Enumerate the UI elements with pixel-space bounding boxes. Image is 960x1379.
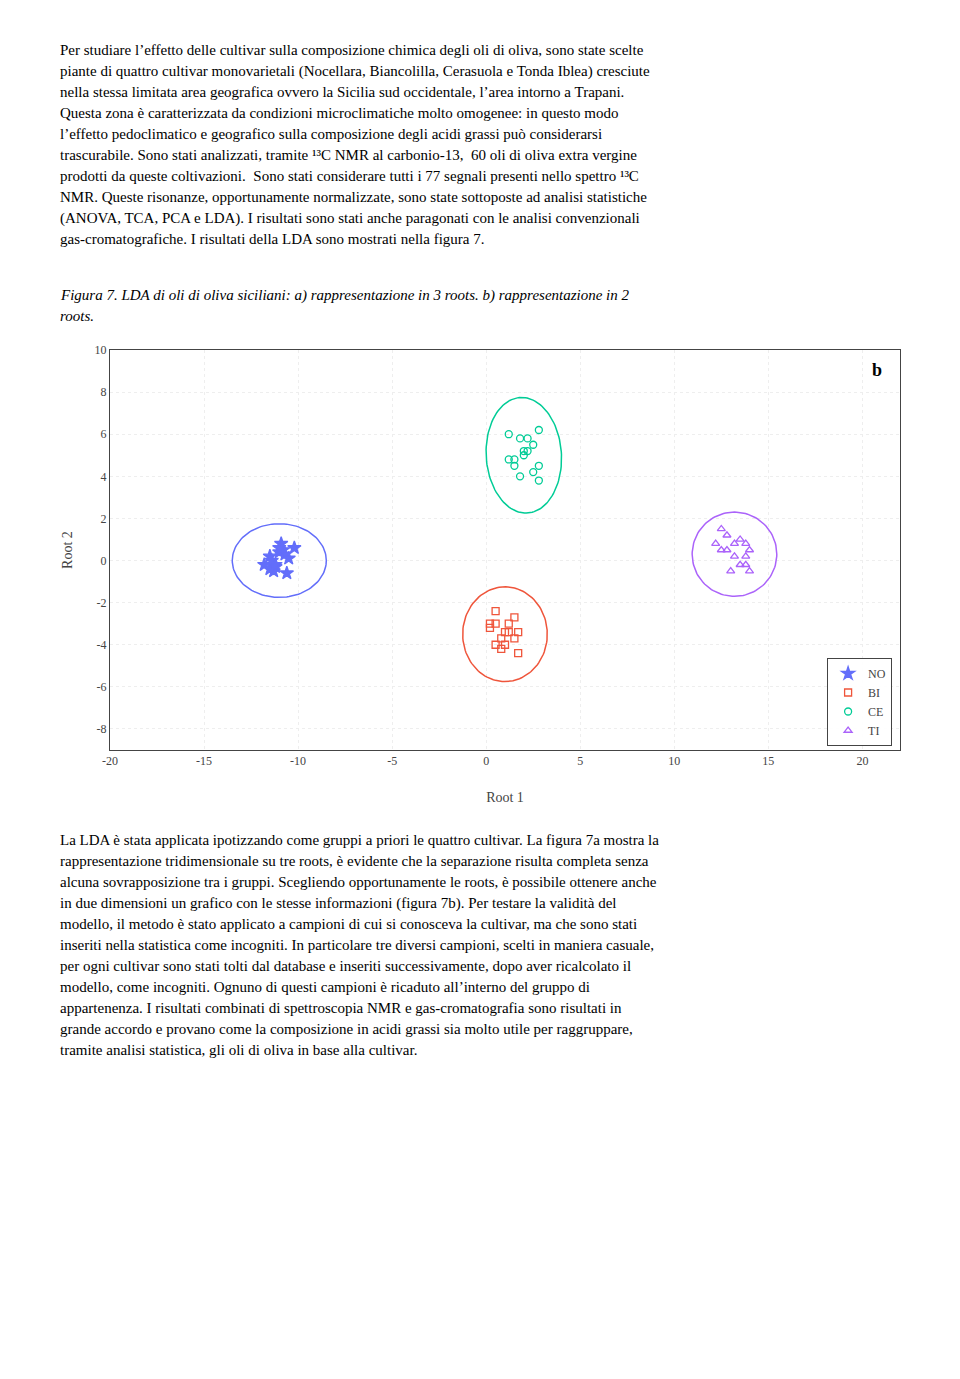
svg-text:La LDA è stata applicata ipoti: La LDA è stata applicata ipotizzando com… (60, 832, 659, 848)
svg-text:0: 0 (483, 754, 489, 768)
svg-text:nella stessa limitata area geo: nella stessa limitata area geografica ov… (60, 84, 624, 100)
svg-text:per ogni cultivar sono stati t: per ogni cultivar sono stati tolti dal d… (60, 958, 631, 974)
svg-text:-4: -4 (97, 638, 107, 652)
svg-text:-15: -15 (196, 754, 212, 768)
svg-text:tramite analisi statistica, gl: tramite analisi statistica, gli oli di o… (60, 1042, 417, 1058)
svg-text:(ANOVA, TCA, PCA e LDA). I ris: (ANOVA, TCA, PCA e LDA). I risultati son… (60, 210, 640, 227)
svg-text:4: 4 (101, 470, 107, 484)
svg-text:Per studiare l’effetto delle c: Per studiare l’effetto delle cultivar su… (60, 42, 644, 58)
svg-text:-5: -5 (387, 754, 397, 768)
svg-text:BI: BI (868, 686, 880, 700)
svg-text:-10: -10 (290, 754, 306, 768)
svg-text:trascurabile. Sono stati anali: trascurabile. Sono stati analizzati, tra… (60, 147, 637, 163)
svg-text:TI: TI (868, 724, 879, 738)
svg-text:CE: CE (868, 705, 883, 719)
svg-text:-2: -2 (97, 596, 107, 610)
svg-text:2: 2 (101, 512, 107, 526)
svg-text:roots.: roots. (60, 308, 94, 324)
svg-text:in due dimensioni un grafico c: in due dimensioni un grafico con le stes… (60, 895, 617, 912)
svg-text:Questa zona è caratterizzata d: Questa zona è caratterizzata da condizio… (60, 105, 619, 121)
svg-text:-6: -6 (97, 680, 107, 694)
svg-text:15: 15 (762, 754, 774, 768)
svg-text:grande accordo e provano come: grande accordo e provano come la composi… (60, 1021, 633, 1037)
svg-text:prodotti da queste coltivazion: prodotti da queste coltivazioni. Sono st… (60, 168, 639, 184)
svg-text:inseriti nella statistica come: inseriti nella statistica come incogniti… (60, 937, 654, 953)
svg-text:alcuna sovrapposizione tra i g: alcuna sovrapposizione tra i gruppi. Sce… (60, 874, 657, 890)
svg-text:appartenenza. I risultati comb: appartenenza. I risultati combinati di s… (60, 1000, 622, 1016)
svg-text:NO: NO (868, 667, 886, 681)
svg-text:gas-cromatografiche. I risulta: gas-cromatografiche. I risultati della L… (60, 231, 484, 247)
svg-text:20: 20 (856, 754, 868, 768)
svg-text:Root 2: Root 2 (60, 531, 75, 569)
svg-text:5: 5 (577, 754, 583, 768)
svg-text:modello, il metodo è stato app: modello, il metodo è stato applicato a c… (60, 916, 637, 932)
svg-text:Root 1: Root 1 (486, 790, 524, 805)
svg-text:10: 10 (668, 754, 680, 768)
svg-text:0: 0 (101, 554, 107, 568)
svg-text:b: b (872, 360, 882, 380)
svg-text:6: 6 (101, 427, 107, 441)
svg-text:rappresentazione tridimensiona: rappresentazione tridimensionale su tre … (60, 853, 649, 869)
svg-text:-8: -8 (97, 722, 107, 736)
svg-text:-20: -20 (102, 754, 118, 768)
svg-text:10: 10 (95, 343, 107, 357)
svg-text:8: 8 (101, 385, 107, 399)
svg-text:l’effetto pedoclimatico e geog: l’effetto pedoclimatico e geografico sul… (60, 126, 602, 142)
svg-text:modello, come incogniti. Ognun: modello, come incogniti. Ognuno di quest… (60, 979, 590, 995)
svg-text:piante di quattro cultivar mon: piante di quattro cultivar monovarietali… (60, 63, 650, 80)
svg-text:Figura 7. LDA di oli di oliva: Figura 7. LDA di oli di oliva siciliani:… (60, 287, 630, 304)
svg-text:NMR. Queste risonanze, opportu: NMR. Queste risonanze, opportunamente no… (60, 189, 647, 205)
